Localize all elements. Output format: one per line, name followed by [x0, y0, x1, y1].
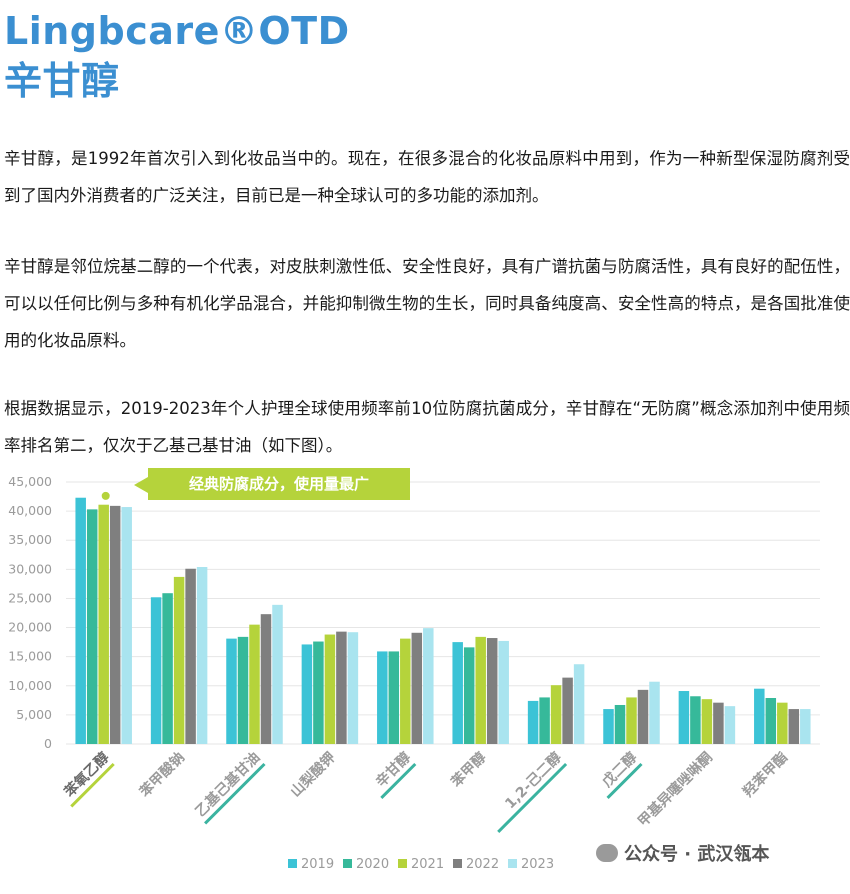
x-tick-label: 苯甲酸钠	[136, 749, 188, 801]
bar-2023	[347, 632, 359, 744]
highlight-underline	[606, 762, 643, 800]
y-tick-label: 40,000	[8, 503, 52, 518]
legend-swatch	[288, 859, 297, 868]
paragraph-ranking: 根据数据显示，2019-2023年个人护理全球使用频率前10位防腐抗菌成分，辛甘…	[4, 399, 850, 455]
legend-label: 2020	[356, 857, 389, 872]
bar-2021	[550, 685, 562, 744]
y-tick-label: 30,000	[8, 561, 52, 576]
bar-2023	[196, 567, 208, 744]
bar-2020	[86, 509, 98, 744]
bar-2020	[237, 636, 249, 744]
bar-2022	[336, 631, 347, 744]
legend-label: 2022	[466, 857, 499, 872]
bar-2020	[313, 641, 324, 744]
bar-2021	[475, 636, 486, 744]
bar-2019	[377, 651, 388, 744]
bar-2019	[301, 644, 313, 744]
bar-2021	[173, 576, 185, 744]
bar-2022	[788, 709, 800, 744]
y-tick-label: 20,000	[8, 620, 52, 635]
bar-2019	[678, 691, 690, 744]
legend-swatch	[398, 859, 407, 868]
bar-2022	[637, 689, 649, 744]
watermark-text: 公众号 · 武汉瓴本	[624, 844, 770, 865]
bar-2020	[765, 698, 777, 744]
bar-2022	[411, 632, 423, 744]
bar-2019	[452, 642, 463, 744]
wechat-icon	[596, 844, 618, 862]
bar-2022	[109, 505, 121, 744]
y-tick-label: 45,000	[8, 474, 52, 489]
bar-2021	[400, 638, 411, 744]
paragraph-intro: 辛甘醇，是1992年首次引入到化妆品当中的。现在，在很多混合的化妆品原料中用到，…	[4, 149, 850, 205]
page-subtitle: 辛甘醇	[4, 59, 120, 103]
bar-2021	[626, 697, 637, 744]
bar-2020	[539, 697, 550, 744]
bar-2020	[162, 593, 173, 744]
bar-2019	[527, 700, 539, 744]
x-tick-label: 1,2-己二醇	[502, 749, 565, 812]
y-tick-label: 0	[44, 736, 52, 751]
bar-2020	[614, 704, 626, 744]
bar-2019	[226, 638, 237, 744]
bar-2020	[463, 647, 475, 744]
highlight-underline	[204, 762, 266, 825]
bar-2023	[649, 681, 660, 744]
highlight-underline	[70, 762, 115, 808]
x-tick-label: 羟苯甲酯	[740, 749, 792, 801]
bar-2019	[75, 497, 86, 744]
highlight-underline	[497, 762, 568, 833]
x-tick-label: 苯甲醇	[447, 749, 489, 791]
callout-arrow	[134, 477, 148, 493]
legend-label: 2019	[301, 857, 334, 872]
watermark: 公众号 · 武汉瓴本	[596, 840, 769, 866]
bar-2021	[777, 702, 788, 744]
bar-2021	[98, 504, 109, 744]
legend-swatch	[343, 859, 352, 868]
bar-chart: 0 5,000 10,000 15,000 20,000 25,000 30,000 35,0…	[8, 474, 820, 872]
bar-2020	[388, 651, 400, 744]
bar-2023	[121, 507, 132, 744]
bar-2022	[185, 568, 196, 744]
bar-2021	[324, 634, 336, 744]
bar-2023	[272, 604, 283, 744]
y-tick-label: 10,000	[8, 678, 52, 693]
legend-swatch	[508, 859, 517, 868]
legend-swatch	[453, 859, 462, 868]
y-tick-label: 25,000	[8, 590, 52, 605]
bar-2022	[713, 702, 724, 744]
x-tick-label: 乙基己基甘油	[192, 749, 263, 820]
bar-2022	[486, 638, 498, 744]
bar-2022	[260, 614, 272, 744]
bar-2023	[423, 628, 434, 744]
bar-2023	[800, 709, 811, 744]
y-tick-label: 5,000	[16, 707, 52, 722]
callout-marker	[101, 491, 110, 500]
bar-2019	[754, 688, 765, 744]
bar-2022	[562, 677, 573, 744]
bar-2020	[690, 696, 701, 744]
page-title: Lingbcare®OTD	[4, 9, 350, 53]
bar-2023	[573, 664, 585, 744]
paragraph-properties: 辛甘醇是邻位烷基二醇的一个代表，对皮肤刺激性低、安全性良好，具有广谱抗菌与防腐活…	[4, 257, 850, 350]
y-tick-label: 15,000	[8, 649, 52, 664]
bar-2019	[603, 709, 614, 744]
chart-callout: 经典防腐成分，使用量最广	[148, 468, 410, 500]
bar-2021	[249, 624, 260, 744]
bar-2019	[150, 597, 162, 744]
legend-label: 2023	[521, 857, 554, 872]
bar-2023	[724, 706, 736, 744]
x-tick-label: 甲基异噻唑啉酮	[634, 749, 715, 830]
bar-2023	[498, 640, 509, 744]
x-tick-label: 山梨酸钾	[287, 749, 339, 801]
legend-label: 2021	[411, 857, 444, 872]
y-tick-label: 35,000	[8, 532, 52, 547]
highlight-underline	[380, 762, 417, 800]
bar-2021	[701, 699, 713, 744]
